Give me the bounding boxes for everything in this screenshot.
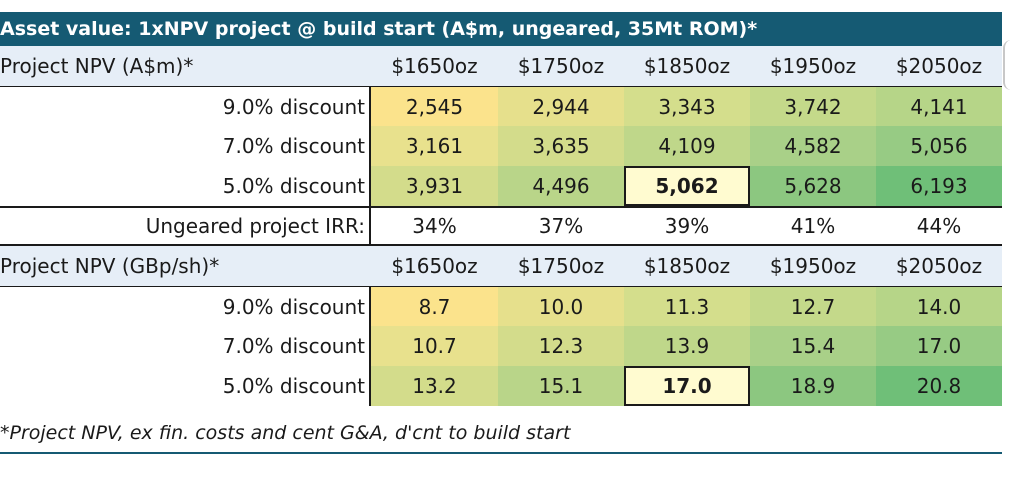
npv-cell: 10.7 bbox=[371, 326, 498, 366]
npv-cell: 5,628 bbox=[750, 166, 876, 206]
price-header: $2050oz bbox=[876, 246, 1002, 286]
irr-cell: 41% bbox=[750, 206, 876, 246]
price-header: $2050oz bbox=[876, 46, 1002, 86]
npv-cell: 13.9 bbox=[624, 326, 750, 366]
npv-cell: 4,496 bbox=[498, 166, 624, 206]
npv-cell: 10.0 bbox=[498, 286, 624, 326]
bottom-rule bbox=[0, 452, 1002, 454]
npv-cell: 3,931 bbox=[371, 166, 498, 206]
price-header: $1850oz bbox=[624, 246, 750, 286]
npv-cell: 2,944 bbox=[498, 86, 624, 126]
price-header: $1650oz bbox=[371, 46, 498, 86]
npv-cell: 8.7 bbox=[371, 286, 498, 326]
irr-cell: 44% bbox=[876, 206, 1002, 246]
npv-cell: 11.3 bbox=[624, 286, 750, 326]
npv-cell: 15.1 bbox=[498, 366, 624, 406]
table-title: Asset value: 1xNPV project @ build start… bbox=[0, 12, 1002, 46]
npv-cell: 4,109 bbox=[624, 126, 750, 166]
npv-cell: 15.4 bbox=[750, 326, 876, 366]
price-header: $1850oz bbox=[624, 46, 750, 86]
asset-value-table: Project NPV (A$m)* $1650oz $1750oz $1850… bbox=[0, 46, 1002, 406]
npv-cell: 2,545 bbox=[371, 86, 498, 126]
row-label: 9.0% discount bbox=[0, 286, 371, 326]
cropped-top-row bbox=[0, 0, 1002, 12]
npv-cell: 20.8 bbox=[876, 366, 1002, 406]
npv-cell: 3,635 bbox=[498, 126, 624, 166]
price-header: $1950oz bbox=[750, 46, 876, 86]
row-label: 7.0% discount bbox=[0, 326, 371, 366]
irr-cell: 37% bbox=[498, 206, 624, 246]
row-label: 5.0% discount bbox=[0, 166, 371, 206]
price-header: $1650oz bbox=[371, 246, 498, 286]
irr-cell: 39% bbox=[624, 206, 750, 246]
npv-cell-highlighted: 5,062 bbox=[624, 166, 750, 206]
npv-cell: 4,582 bbox=[750, 126, 876, 166]
npv-cell: 6,193 bbox=[876, 166, 1002, 206]
irr-cell: 34% bbox=[371, 206, 498, 246]
price-header: $1750oz bbox=[498, 46, 624, 86]
scroll-edge[interactable] bbox=[1003, 40, 1010, 90]
npv-cell: 12.7 bbox=[750, 286, 876, 326]
row-label: 5.0% discount bbox=[0, 366, 371, 406]
npv-cell: 3,742 bbox=[750, 86, 876, 126]
row-label: 7.0% discount bbox=[0, 126, 371, 166]
row-label: 9.0% discount bbox=[0, 86, 371, 126]
npv-cell: 3,343 bbox=[624, 86, 750, 126]
footnote: *Project NPV, ex fin. costs and cent G&A… bbox=[0, 422, 571, 444]
section-header-gbp: Project NPV (GBp/sh)* bbox=[0, 246, 371, 286]
npv-cell-highlighted: 17.0 bbox=[624, 366, 750, 406]
npv-cell: 12.3 bbox=[498, 326, 624, 366]
npv-cell: 5,056 bbox=[876, 126, 1002, 166]
npv-cell: 18.9 bbox=[750, 366, 876, 406]
price-header: $1750oz bbox=[498, 246, 624, 286]
irr-label: Ungeared project IRR: bbox=[0, 206, 371, 246]
npv-cell: 3,161 bbox=[371, 126, 498, 166]
price-header: $1950oz bbox=[750, 246, 876, 286]
npv-cell: 17.0 bbox=[876, 326, 1002, 366]
section-header-amd: Project NPV (A$m)* bbox=[0, 46, 371, 86]
npv-cell: 14.0 bbox=[876, 286, 1002, 326]
npv-cell: 13.2 bbox=[371, 366, 498, 406]
npv-cell: 4,141 bbox=[876, 86, 1002, 126]
